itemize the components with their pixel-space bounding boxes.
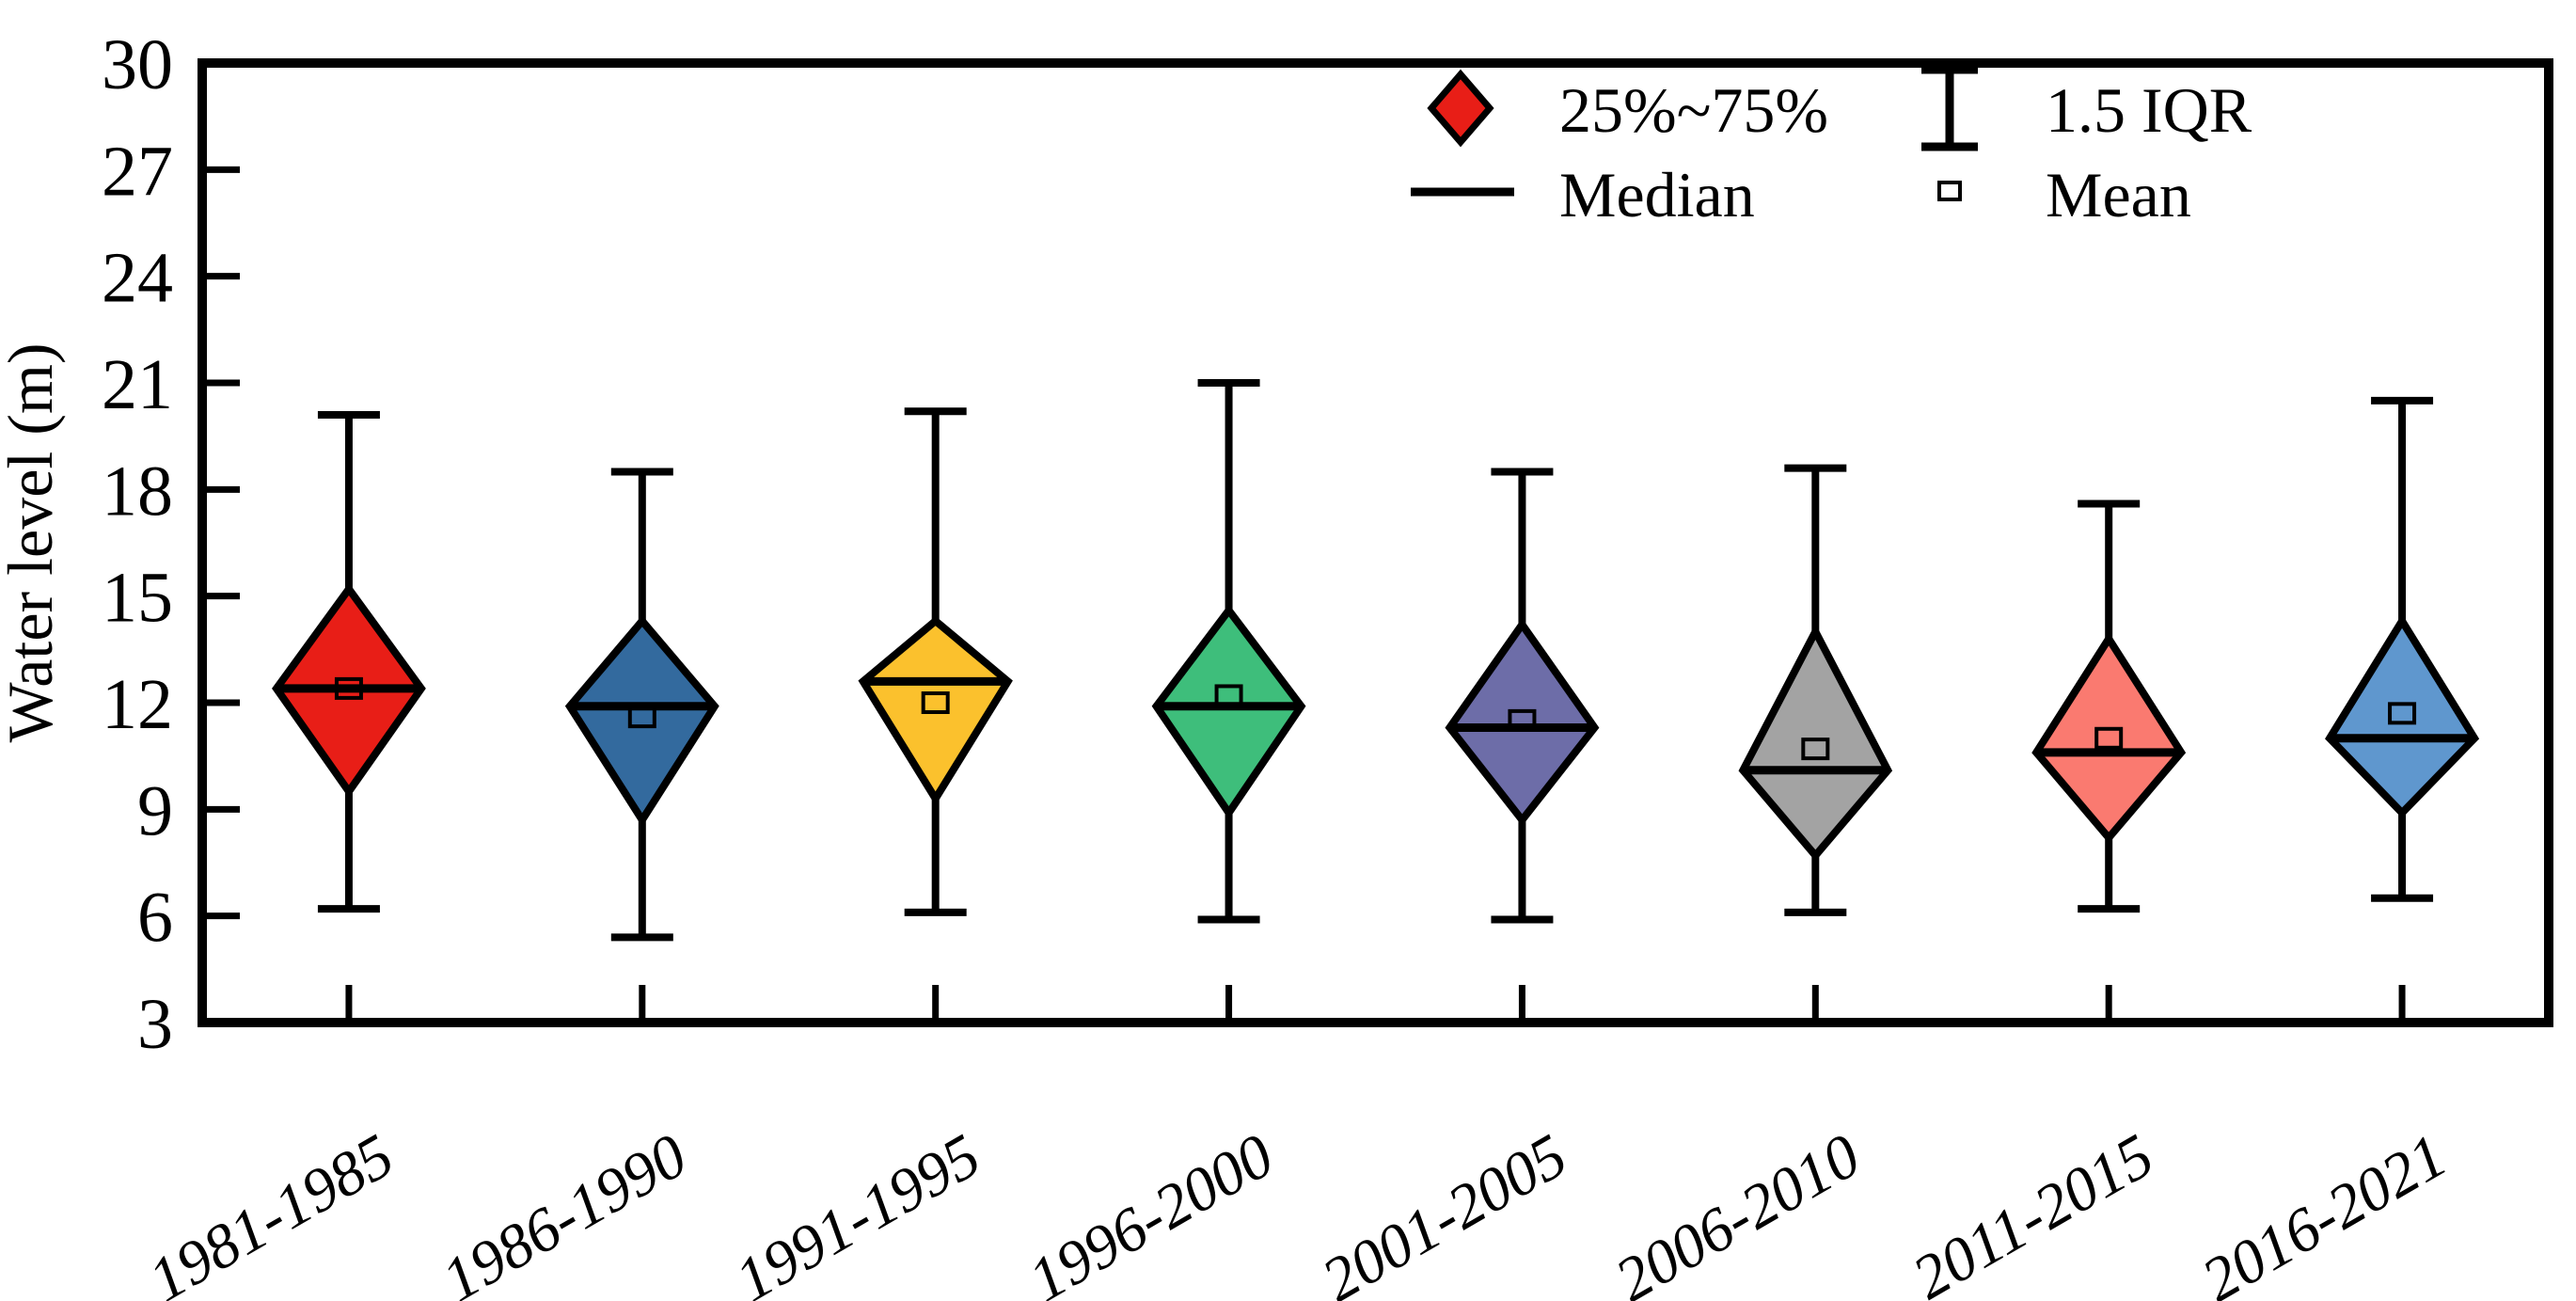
- iqr-diamond: [1738, 623, 1893, 862]
- box-group-2016-2021: [2325, 396, 2480, 902]
- y-axis-title: Water level (m): [0, 343, 66, 743]
- iqr-diamond: [564, 614, 719, 828]
- box-group-2006-2010: [1738, 464, 1893, 916]
- y-axis: 3 6 9 12 15 18 21 24 27 30: [102, 25, 240, 1064]
- mean-marker: [2388, 702, 2417, 725]
- mean-marker: [1214, 684, 1243, 707]
- mean-marker: [627, 706, 656, 729]
- box-group-1986-1990: [564, 468, 719, 942]
- legend-diamond-swatch: [1427, 69, 1494, 148]
- y-tick-label: 21: [102, 345, 173, 424]
- iqr-diamond: [1445, 617, 1600, 827]
- y-tick-label: 24: [102, 239, 173, 318]
- iqr-diamond: [1151, 604, 1306, 820]
- y-tick-label: 18: [102, 452, 173, 531]
- y-tick-label: 3: [137, 985, 173, 1064]
- y-tick-label: 6: [137, 879, 173, 958]
- iqr-diamond: [858, 615, 1013, 806]
- mean-marker: [1508, 708, 1537, 732]
- y-tick-label: 15: [102, 559, 173, 638]
- mean-marker: [921, 691, 950, 714]
- box-group-1991-1995: [858, 407, 1013, 916]
- box-group-2001-2005: [1445, 468, 1600, 924]
- legend-label-mean: Mean: [2046, 159, 2191, 230]
- box-group-1981-1985: [272, 411, 426, 913]
- legend: 25%~75% 1.5 IQR Median Mean: [1411, 65, 2252, 230]
- iqr-diamond: [2031, 631, 2187, 844]
- y-tick-label: 30: [102, 25, 173, 104]
- mean-marker: [1801, 738, 1830, 761]
- box-group-2011-2015: [2031, 500, 2187, 913]
- plot-frame: [198, 58, 2553, 1027]
- legend-label-15iqr: 1.5 IQR: [2046, 74, 2252, 146]
- box-group-1996-2000: [1151, 379, 1306, 924]
- box-series: [272, 379, 2480, 942]
- mean-marker: [2094, 726, 2124, 750]
- legend-mean-swatch: [1937, 181, 1962, 201]
- legend-label-median: Median: [1559, 159, 1755, 230]
- legend-label-iqr-box: 25%~75%: [1559, 74, 1828, 146]
- iqr-diamond: [2325, 613, 2480, 818]
- y-tick-label: 27: [102, 132, 173, 211]
- y-tick-label: 12: [102, 665, 173, 744]
- mean-marker: [334, 676, 363, 700]
- y-tick-label: 9: [137, 771, 173, 850]
